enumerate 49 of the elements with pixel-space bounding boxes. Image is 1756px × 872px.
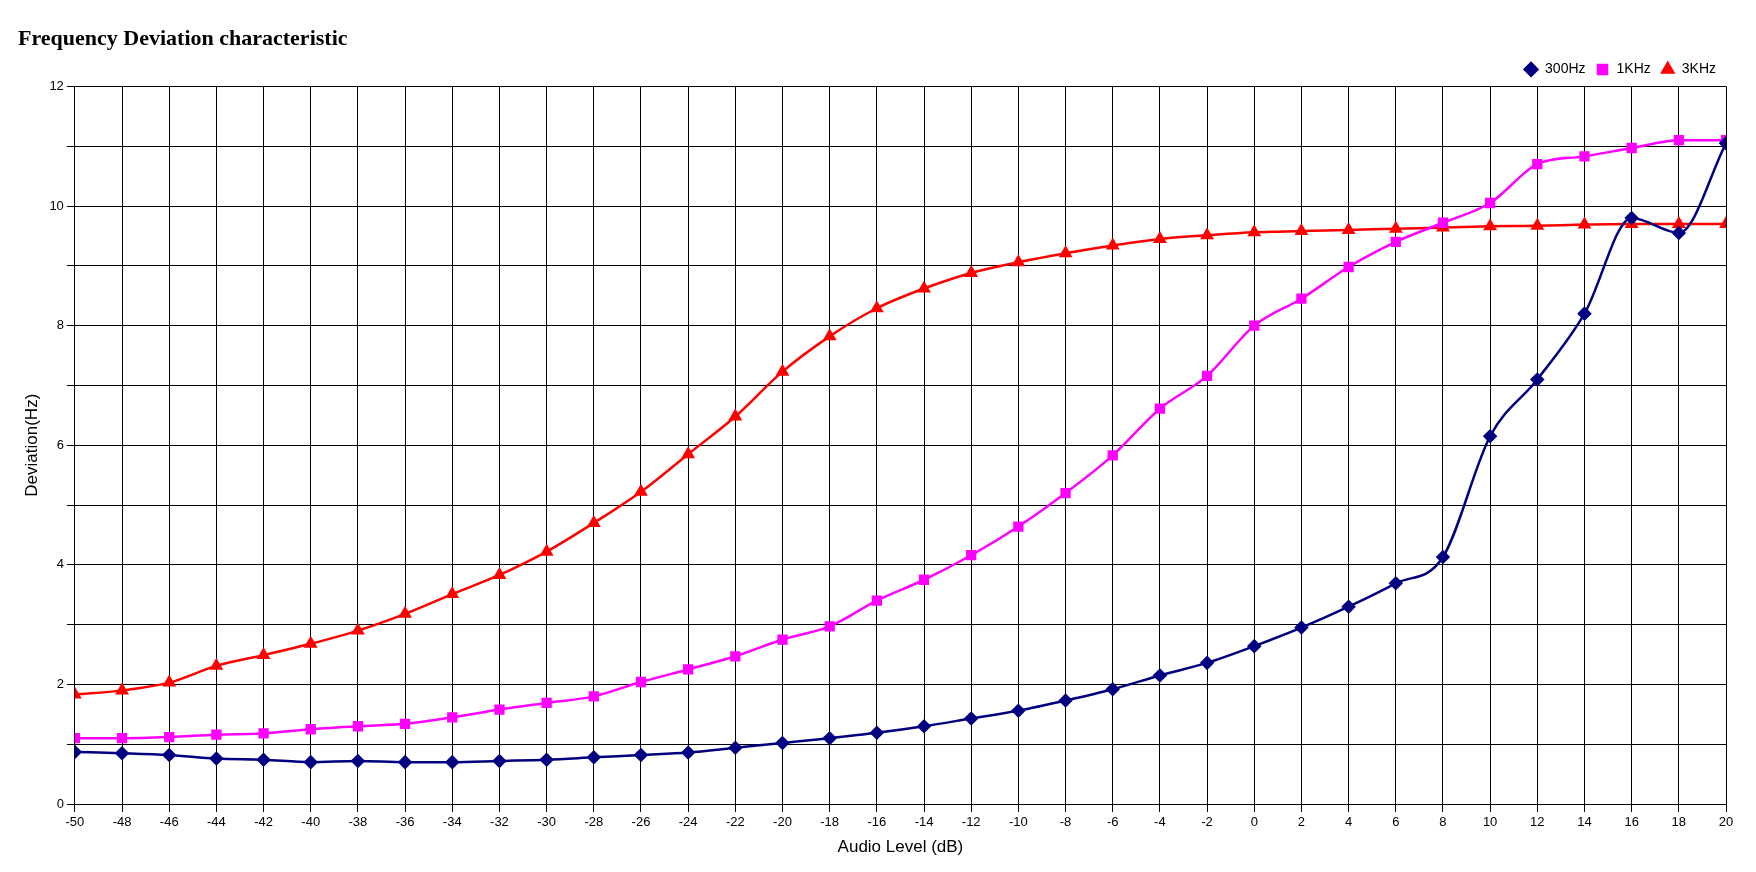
x-tick-label: -2 [1201, 814, 1213, 830]
y-tick-label: 10 [49, 197, 64, 213]
x-tick-label: -40 [301, 814, 321, 830]
x-tick-label: -46 [159, 814, 179, 830]
x-tick-label: -34 [442, 814, 462, 830]
x-tick-label: 16 [1624, 814, 1639, 830]
x-tick-label: -14 [914, 814, 934, 830]
x-tick-label: 18 [1671, 814, 1687, 830]
x-tick-label: -12 [961, 814, 981, 830]
y-tick-label: 12 [49, 77, 64, 93]
x-tick-label: -48 [112, 814, 132, 830]
x-tick-label: 10 [1482, 814, 1498, 830]
x-tick-label: 2 [1297, 814, 1306, 830]
x-tick-label: -38 [348, 814, 368, 830]
x-tick-label: -26 [631, 814, 651, 830]
x-tick-label: -36 [395, 814, 415, 830]
x-tick-label: -42 [254, 814, 273, 830]
x-tick-label: -6 [1106, 814, 1119, 830]
x-tick-label: -10 [1008, 814, 1028, 830]
y-tick-label: 0 [56, 795, 64, 811]
x-tick-label: 12 [1530, 814, 1545, 830]
x-tick-label: -4 [1154, 814, 1166, 830]
legend-label: 1KHz [1616, 60, 1651, 77]
y-tick-label: 4 [56, 556, 64, 572]
x-tick-label: -44 [206, 814, 226, 830]
x-tick-label: 8 [1439, 814, 1447, 830]
legend-label: 3KHz [1681, 60, 1716, 77]
x-tick-label: 0 [1250, 814, 1258, 830]
x-axis-title: Audio Level (dB) [837, 837, 964, 857]
x-tick-label: -32 [490, 814, 509, 830]
legend-label: 300Hz [1545, 60, 1586, 77]
x-tick-label: 14 [1577, 814, 1592, 830]
x-tick-label: 20 [1718, 814, 1734, 830]
x-tick-label: -8 [1059, 814, 1072, 830]
x-tick-label: 6 [1392, 814, 1400, 830]
x-tick-label: -50 [65, 814, 85, 830]
y-axis-title: Deviation(Hz) [21, 393, 41, 497]
x-tick-label: -20 [773, 814, 792, 830]
chart-title: Frequency Deviation characteristic [18, 24, 348, 50]
x-tick-label: -16 [867, 814, 887, 830]
y-tick-label: 2 [56, 675, 64, 691]
x-tick-label: -28 [584, 814, 604, 830]
x-tick-label: -18 [820, 814, 840, 830]
x-tick-label: -30 [537, 814, 557, 830]
y-tick-label: 6 [56, 436, 64, 452]
x-tick-label: -24 [678, 814, 698, 830]
x-tick-label: 4 [1344, 814, 1353, 830]
x-tick-label: -22 [725, 814, 745, 830]
y-tick-label: 8 [56, 317, 64, 333]
